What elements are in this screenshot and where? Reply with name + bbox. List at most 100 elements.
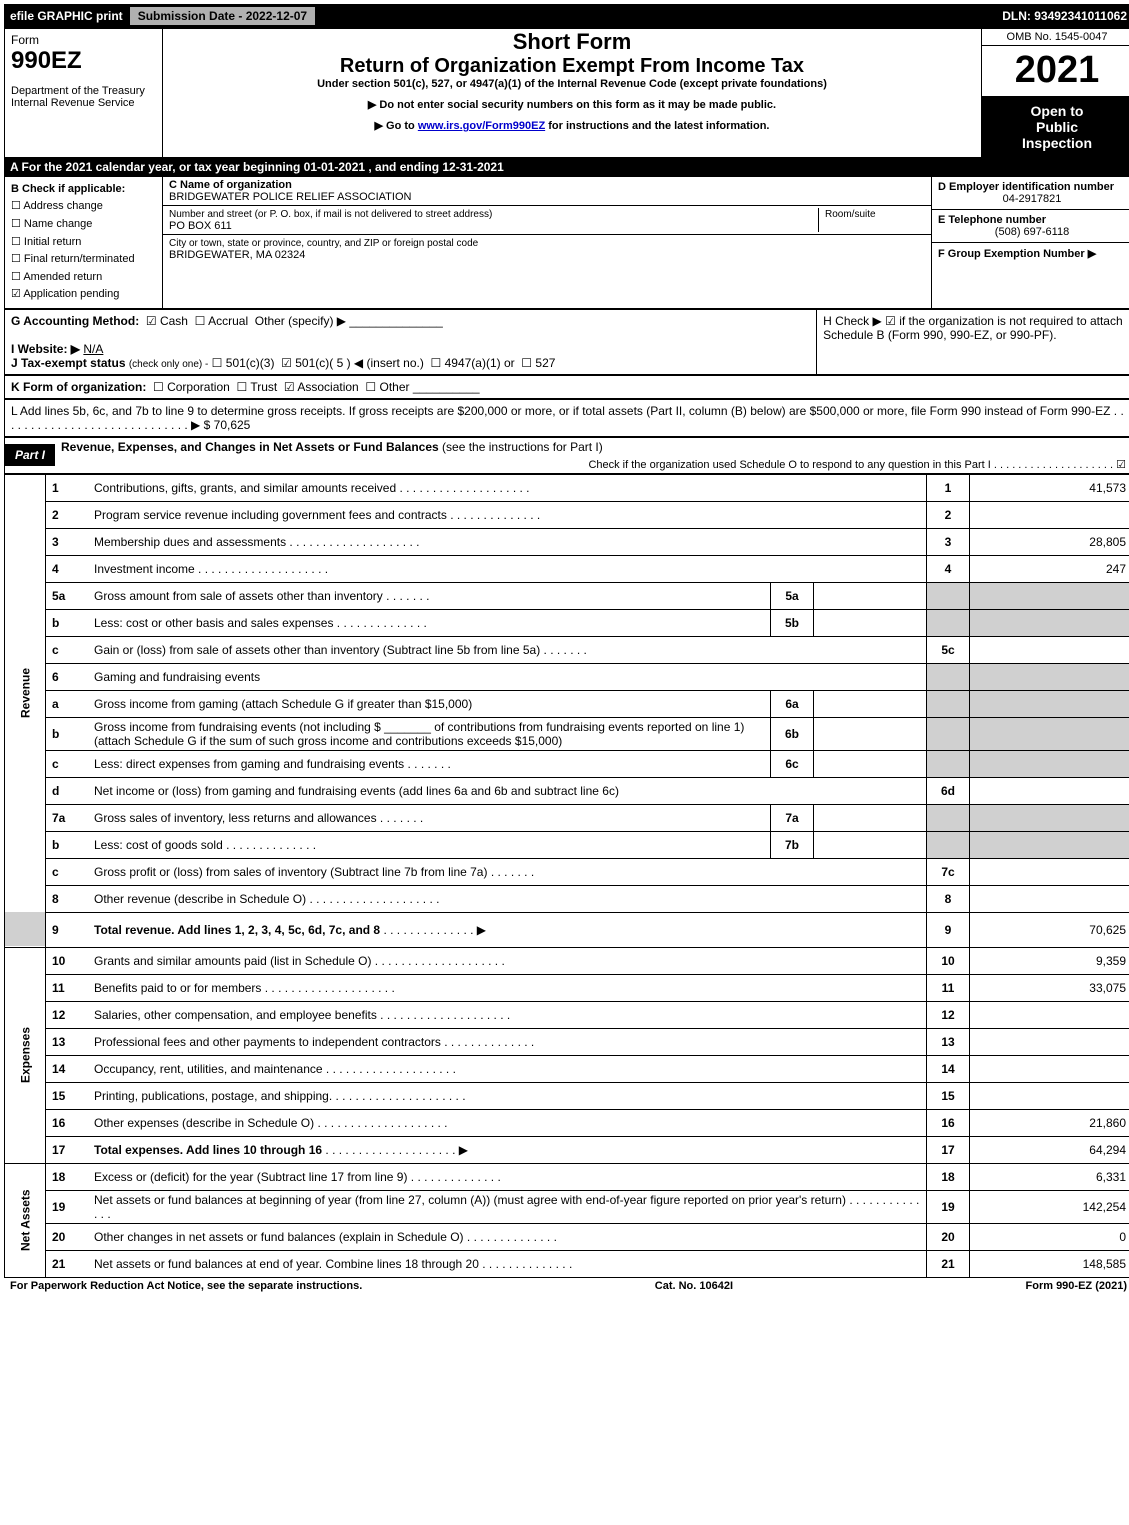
side-expenses: Expenses xyxy=(5,947,46,1163)
top-bar: efile GRAPHIC print Submission Date - 20… xyxy=(4,4,1129,28)
phone-label: E Telephone number xyxy=(938,214,1046,226)
opt-association[interactable]: Association xyxy=(297,380,358,394)
line-15-rnum: 15 xyxy=(927,1082,970,1109)
line-17-rnum: 17 xyxy=(927,1136,970,1163)
line-7c-num: c xyxy=(46,858,89,885)
line-9-num: 9 xyxy=(46,912,89,947)
line-7a-subval xyxy=(814,804,927,831)
line-8-desc: Other revenue (describe in Schedule O) xyxy=(94,892,306,906)
line-1-num: 1 xyxy=(46,474,89,501)
line-5a-sub: 5a xyxy=(771,582,814,609)
part-i-line-table: Revenue 1 Contributions, gifts, grants, … xyxy=(4,474,1129,1278)
line-6b-subval xyxy=(814,717,927,750)
opt-trust[interactable]: Trust xyxy=(250,380,277,394)
line-6a-num: a xyxy=(46,690,89,717)
line-6a-desc: Gross income from gaming (attach Schedul… xyxy=(94,697,472,711)
opt-527[interactable]: 527 xyxy=(535,356,555,370)
line-12-rnum: 12 xyxy=(927,1001,970,1028)
opt-501c3[interactable]: 501(c)(3) xyxy=(226,356,275,370)
line-7c-desc: Gross profit or (loss) from sales of inv… xyxy=(94,865,487,879)
opt-other[interactable]: Other xyxy=(379,380,409,394)
check-address-change[interactable]: Address change xyxy=(11,200,103,212)
g-h-row: G Accounting Method: ☑ Cash ☐ Accrual Ot… xyxy=(4,309,1129,375)
line-7c-rnum: 7c xyxy=(927,858,970,885)
line-5c-num: c xyxy=(46,636,89,663)
part-i-header: Part I Revenue, Expenses, and Changes in… xyxy=(4,437,1129,474)
open-line1: Open to xyxy=(986,103,1128,119)
line-1-val: 41,573 xyxy=(970,474,1129,501)
check-cash[interactable]: ☑ Cash xyxy=(146,314,188,328)
room-label: Room/suite xyxy=(825,209,876,220)
org-info-table: B Check if applicable: Address change Na… xyxy=(4,176,1129,309)
note-goto-suffix: for instructions and the latest informat… xyxy=(545,120,769,132)
opt-corporation[interactable]: Corporation xyxy=(167,380,230,394)
line-6d-rnum: 6d xyxy=(927,777,970,804)
check-accrual[interactable]: ☐ Accrual xyxy=(195,314,248,328)
check-initial-return[interactable]: Initial return xyxy=(11,236,81,248)
line-20-desc: Other changes in net assets or fund bala… xyxy=(94,1230,464,1244)
opt-4947[interactable]: 4947(a)(1) or xyxy=(445,356,515,370)
line-6-desc: Gaming and fundraising events xyxy=(94,670,260,684)
dept-treasury: Department of the Treasury xyxy=(11,85,156,97)
omb-number: OMB No. 1545-0047 xyxy=(982,29,1129,46)
line-2-desc: Program service revenue including govern… xyxy=(94,508,447,522)
opt-501c5[interactable]: 501(c)( 5 ) xyxy=(295,356,350,370)
line-21-val: 148,585 xyxy=(970,1250,1129,1277)
line-5b-num: b xyxy=(46,609,89,636)
section-l-arrow: ▶ $ xyxy=(191,418,210,432)
section-b-title: B Check if applicable: xyxy=(11,183,125,195)
line-6b-num: b xyxy=(46,717,89,750)
line-16-rnum: 16 xyxy=(927,1109,970,1136)
ein-label: D Employer identification number xyxy=(938,181,1114,193)
short-form-title: Short Form xyxy=(163,29,981,55)
line-10-desc: Grants and similar amounts paid (list in… xyxy=(94,954,371,968)
section-a-calendar: A For the 2021 calendar year, or tax yea… xyxy=(4,158,1129,176)
line-19-val: 142,254 xyxy=(970,1190,1129,1223)
line-1-rnum: 1 xyxy=(927,474,970,501)
group-exemption-label: F Group Exemption Number ▶ xyxy=(938,248,1096,260)
line-16-num: 16 xyxy=(46,1109,89,1136)
open-line3: Inspection xyxy=(986,135,1128,151)
line-18-desc: Excess or (deficit) for the year (Subtra… xyxy=(94,1170,407,1184)
irs-link[interactable]: www.irs.gov/Form990EZ xyxy=(418,120,545,132)
check-schedule-b[interactable]: ☑ xyxy=(885,314,896,328)
line-7c-val xyxy=(970,858,1129,885)
side-netassets: Net Assets xyxy=(5,1163,46,1277)
line-15-num: 15 xyxy=(46,1082,89,1109)
line-13-val xyxy=(970,1028,1129,1055)
line-5a-desc: Gross amount from sale of assets other t… xyxy=(94,589,383,603)
check-amended-return[interactable]: Amended return xyxy=(11,271,102,283)
line-20-num: 20 xyxy=(46,1223,89,1250)
line-21-desc: Net assets or fund balances at end of ye… xyxy=(94,1257,479,1271)
line-4-val: 247 xyxy=(970,555,1129,582)
section-l-row: L Add lines 5b, 6c, and 7b to line 9 to … xyxy=(4,399,1129,437)
open-to-public: Open to Public Inspection xyxy=(982,97,1129,157)
line-12-val xyxy=(970,1001,1129,1028)
part-i-check-text: Check if the organization used Schedule … xyxy=(588,459,990,471)
line-5c-val xyxy=(970,636,1129,663)
section-c-label: C Name of organization xyxy=(169,179,292,191)
dept-irs: Internal Revenue Service xyxy=(11,97,156,109)
line-4-rnum: 4 xyxy=(927,555,970,582)
line-17-desc: Total expenses. Add lines 10 through 16 xyxy=(94,1143,322,1157)
line-5c-rnum: 5c xyxy=(927,636,970,663)
check-name-change[interactable]: Name change xyxy=(11,218,92,230)
check-schedule-o-part1[interactable]: ☑ xyxy=(1116,459,1126,471)
line-8-val xyxy=(970,885,1129,912)
line-6c-num: c xyxy=(46,750,89,777)
line-6b-sub: 6b xyxy=(771,717,814,750)
line-3-desc: Membership dues and assessments xyxy=(94,535,286,549)
line-21-rnum: 21 xyxy=(927,1250,970,1277)
line-3-val: 28,805 xyxy=(970,528,1129,555)
line-6c-desc: Less: direct expenses from gaming and fu… xyxy=(94,757,404,771)
under-section: Under section 501(c), 527, or 4947(a)(1)… xyxy=(163,78,981,90)
tax-exempt-label: J Tax-exempt status xyxy=(11,356,126,370)
check-final-return[interactable]: Final return/terminated xyxy=(11,253,135,265)
line-18-val: 6,331 xyxy=(970,1163,1129,1190)
check-application-pending[interactable]: Application pending xyxy=(11,288,119,300)
open-line2: Public xyxy=(986,119,1128,135)
tax-exempt-note: (check only one) - xyxy=(129,359,208,370)
line-9-desc: Total revenue. Add lines 1, 2, 3, 4, 5c,… xyxy=(94,923,380,937)
line-2-rnum: 2 xyxy=(927,501,970,528)
line-7a-sub: 7a xyxy=(771,804,814,831)
